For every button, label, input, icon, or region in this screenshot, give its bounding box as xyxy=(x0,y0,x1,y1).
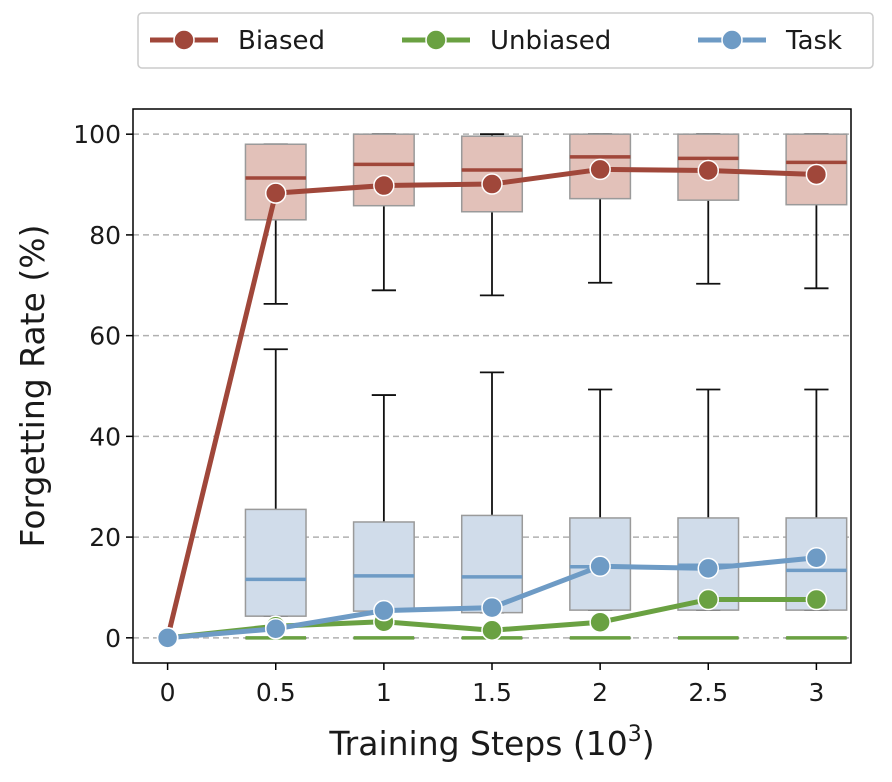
x-tick-label: 2.5 xyxy=(688,678,728,707)
y-tick-label: 100 xyxy=(73,120,121,149)
box-biased xyxy=(352,133,415,292)
y-axis-label: Forgetting Rate (%) xyxy=(13,225,52,548)
axes: 0 20 40 60 80 100 0 0.5 1 1.5 2 2.5 3 xyxy=(73,120,824,707)
x-axis-label-main: Training Steps (10 xyxy=(328,724,627,763)
point-unbiased xyxy=(697,588,720,611)
point-task xyxy=(264,618,287,640)
x-tick-label: 3 xyxy=(808,678,824,707)
legend-label-task: Task xyxy=(785,26,842,56)
x-axis-label-exponent: 3 xyxy=(628,722,642,747)
point-biased xyxy=(805,163,828,186)
box-biased xyxy=(244,143,307,305)
legend-entry-task: Task xyxy=(698,26,842,56)
legend-frame xyxy=(137,12,874,69)
box-iqr xyxy=(352,521,415,612)
series-markers xyxy=(156,158,828,649)
legend-entry-biased: Biased xyxy=(150,26,325,56)
legend-marker-task xyxy=(721,29,743,51)
x-axis-label: Training Steps (103) xyxy=(328,722,654,763)
box-biased xyxy=(785,133,848,290)
box-biased xyxy=(569,133,632,284)
point-task xyxy=(805,546,828,569)
point-biased xyxy=(697,159,720,182)
x-tick-label: 1.5 xyxy=(472,678,512,707)
point-unbiased xyxy=(481,619,503,642)
point-task xyxy=(481,596,503,619)
box-unbiased xyxy=(785,636,848,640)
box-biased xyxy=(460,133,524,297)
x-tick-label: 0 xyxy=(160,678,176,707)
x-tick-label: 2 xyxy=(592,678,608,707)
y-tick-label: 40 xyxy=(89,422,121,451)
box-unbiased xyxy=(352,636,415,640)
y-tick-label: 80 xyxy=(89,221,121,250)
legend-label-biased: Biased xyxy=(238,26,325,56)
box-iqr xyxy=(460,514,524,614)
point-biased xyxy=(481,173,503,195)
box-task xyxy=(352,394,415,613)
box-task xyxy=(460,371,524,614)
y-tick-label: 20 xyxy=(89,523,121,552)
point-biased xyxy=(373,174,395,197)
point-unbiased xyxy=(805,588,828,611)
legend-entry-unbiased: Unbiased xyxy=(402,26,611,56)
x-tick-label: 1 xyxy=(376,678,392,707)
box-iqr xyxy=(244,508,307,617)
point-biased xyxy=(589,158,611,181)
point-task xyxy=(156,627,179,649)
point-unbiased xyxy=(589,611,611,633)
x-axis-label-close: ) xyxy=(642,724,655,763)
y-tick-label: 60 xyxy=(89,322,121,351)
point-task xyxy=(697,557,720,580)
legend-label-unbiased: Unbiased xyxy=(490,26,611,56)
box-unbiased xyxy=(677,636,740,640)
y-tick-label: 0 xyxy=(105,624,121,653)
x-tick-label: 0.5 xyxy=(256,678,296,707)
point-biased xyxy=(264,182,287,204)
legend: Biased Unbiased Task xyxy=(137,12,874,69)
box-task xyxy=(785,388,848,612)
point-task xyxy=(373,599,395,622)
box-task xyxy=(244,348,307,618)
legend-marker-unbiased xyxy=(425,29,447,51)
point-task xyxy=(589,555,611,578)
legend-marker-biased xyxy=(173,29,195,51)
box-biased xyxy=(677,133,740,285)
box-iqr xyxy=(244,143,307,221)
box-unbiased xyxy=(569,636,632,640)
